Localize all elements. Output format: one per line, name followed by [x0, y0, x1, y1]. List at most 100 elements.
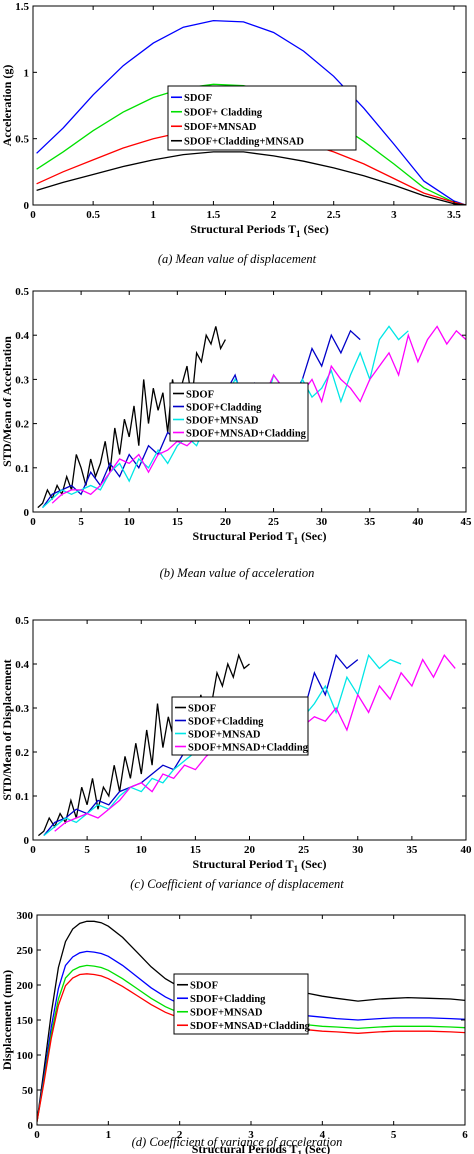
x-tick-label-d-5: 5 — [391, 1129, 397, 1141]
x-tick-label-c-2: 10 — [136, 844, 148, 856]
x-tick-label-a-0: 0 — [30, 209, 36, 221]
legend-label-b-3: SDOF+MNSAD+Cladding — [186, 428, 307, 439]
legend-box-b — [169, 382, 309, 442]
x-tick-label-c-6: 30 — [352, 844, 364, 856]
legend-label-c-1: SDOF+Cladding — [188, 716, 264, 727]
x-tick-label-a-6: 3 — [391, 209, 397, 221]
series-line-a-0 — [36, 19, 466, 205]
legend-label-c-0: SDOF — [188, 703, 216, 714]
x-tick-label-c-5: 25 — [298, 844, 310, 856]
caption-c: (c) Coefficient of variance of displacem… — [130, 877, 344, 891]
chart-b: 0 5 10 15 20 25 30 35 40 45 0 0.1 0.2 0.3 0.4 0.5 Struct… — [0, 286, 472, 580]
x-tick-label-c-4: 20 — [244, 844, 256, 856]
legend-label-b-0: SDOF — [186, 389, 214, 400]
y-tick-label-a-1: 0.5 — [15, 134, 29, 146]
legend-label-d-2: SDOF+MNSAD — [190, 1008, 263, 1019]
y-tick-label-d-2: 100 — [17, 1050, 34, 1062]
x-tick-label-b-4: 20 — [220, 516, 232, 528]
series-line-c-0 — [37, 653, 250, 837]
y-tick-label-d-6: 300 — [17, 910, 34, 922]
x-tick-label-d-4: 4 — [320, 1129, 326, 1141]
y-tick-label-b-1: 0.1 — [15, 463, 29, 475]
caption-d: (d) Coefficient of variance of accelerat… — [132, 1135, 343, 1149]
x-tick-label-a-2: 1 — [151, 209, 157, 221]
x-tick-label-b-8: 40 — [412, 516, 424, 528]
x-tick-label-b-7: 35 — [364, 516, 376, 528]
y-tick-label-c-3: 0.3 — [15, 703, 29, 715]
x-tick-label-c-0: 0 — [30, 844, 36, 856]
y-tick-label-c-2: 0.2 — [15, 747, 29, 759]
legend-label-a-2: SDOF+MNSAD — [184, 122, 257, 133]
x-tick-label-b-6: 30 — [316, 516, 328, 528]
y-tick-label-d-1: 50 — [22, 1085, 34, 1097]
legend-box-c — [171, 696, 309, 756]
x-tick-label-b-1: 5 — [78, 516, 84, 528]
y-tick-label-b-4: 0.4 — [15, 330, 29, 342]
y-tick-label-d-3: 150 — [17, 1015, 34, 1027]
x-axis-label-a: Structural Periods T1 (Sec) — [190, 222, 329, 239]
y-tick-label-c-5: 0.5 — [15, 615, 29, 627]
y-tick-label-b-0: 0 — [24, 507, 30, 519]
x-tick-label-c-8: 40 — [461, 844, 473, 856]
x-tick-label-a-7: 3.5 — [447, 209, 461, 221]
x-tick-label-c-3: 15 — [190, 844, 202, 856]
x-tick-label-a-1: 0.5 — [86, 209, 100, 221]
x-tick-label-d-0: 0 — [34, 1129, 40, 1141]
x-axis-label-b: Structural Period T1 (Sec) — [193, 529, 327, 546]
x-axis-label-c: Structural Period T1 (Sec) — [193, 857, 327, 874]
y-tick-label-d-5: 250 — [17, 945, 34, 957]
y-tick-label-b-2: 0.2 — [15, 419, 29, 431]
x-tick-label-c-1: 5 — [84, 844, 90, 856]
x-tick-label-b-3: 15 — [172, 516, 184, 528]
series-line-a-3 — [36, 151, 466, 205]
plot-frame-b — [32, 290, 467, 513]
y-tick-label-c-4: 0.4 — [15, 659, 29, 671]
caption-a: (a) Mean value of displacement — [158, 252, 317, 266]
y-tick-label-c-1: 0.1 — [15, 791, 29, 803]
y-tick-label-d-0: 0 — [28, 1120, 34, 1132]
x-tick-label-c-7: 35 — [406, 844, 418, 856]
x-tick-label-d-3: 3 — [248, 1129, 254, 1141]
x-tick-label-b-0: 0 — [30, 516, 36, 528]
y-tick-label-a-2: 1 — [24, 67, 30, 79]
x-tick-label-d-1: 1 — [106, 1129, 112, 1141]
legend-label-b-2: SDOF+MNSAD — [186, 415, 259, 426]
legend-label-a-0: SDOF — [184, 93, 212, 104]
x-axis-label-d: Structural Periods T1 (Sec) — [192, 1142, 331, 1154]
caption-b: (b) Mean value of acceleration — [160, 566, 315, 580]
chart-c: 0 5 10 15 20 25 30 35 40 0 0.1 0.2 0.3 0.4 0.5 Structur… — [0, 615, 472, 891]
y-axis-label-c: STD/Mean of Displacement — [0, 659, 14, 800]
y-axis-label-d: Displacement (mm) — [0, 970, 14, 1070]
x-tick-label-b-9: 45 — [461, 516, 473, 528]
legend-box-a — [167, 85, 357, 151]
y-axis-label-a: Acceleration (g) — [0, 65, 14, 147]
legend-label-a-3: SDOF+Cladding+MNSAD — [184, 137, 304, 148]
legend-label-a-1: SDOF+ Cladding — [184, 108, 263, 119]
legend-label-c-2: SDOF+MNSAD — [188, 729, 261, 740]
y-tick-label-a-0: 0 — [24, 200, 30, 212]
chart-d: 0 1 2 3 4 5 6 0 50 100 150 200 250 300 Structural Peri… — [0, 910, 468, 1154]
y-tick-label-d-4: 200 — [17, 980, 34, 992]
x-tick-label-b-2: 10 — [124, 516, 136, 528]
y-axis-label-b: STD/Mean of Accelration — [0, 336, 14, 467]
y-tick-label-b-3: 0.3 — [15, 374, 29, 386]
y-tick-label-a-3: 1.5 — [15, 1, 29, 13]
y-tick-label-c-0: 0 — [24, 835, 30, 847]
legend-label-c-3: SDOF+MNSAD+Cladding — [188, 742, 309, 753]
x-tick-label-a-3: 1.5 — [207, 209, 221, 221]
legend-label-d-3: SDOF+MNSAD+Cladding — [190, 1021, 311, 1032]
plot-frame-a — [32, 5, 467, 206]
x-tick-label-d-6: 6 — [462, 1129, 468, 1141]
x-tick-label-d-2: 2 — [177, 1129, 183, 1141]
x-tick-label-b-5: 25 — [268, 516, 280, 528]
x-tick-label-a-4: 2 — [271, 209, 277, 221]
x-tick-label-a-5: 2.5 — [327, 209, 341, 221]
legend-box-d — [173, 973, 309, 1035]
series-line-b-0 — [37, 326, 226, 509]
legend-label-b-1: SDOF+Cladding — [186, 402, 262, 413]
legend-label-d-0: SDOF — [190, 981, 218, 992]
legend-label-d-1: SDOF+Cladding — [190, 994, 266, 1005]
y-tick-label-b-5: 0.5 — [15, 286, 29, 298]
